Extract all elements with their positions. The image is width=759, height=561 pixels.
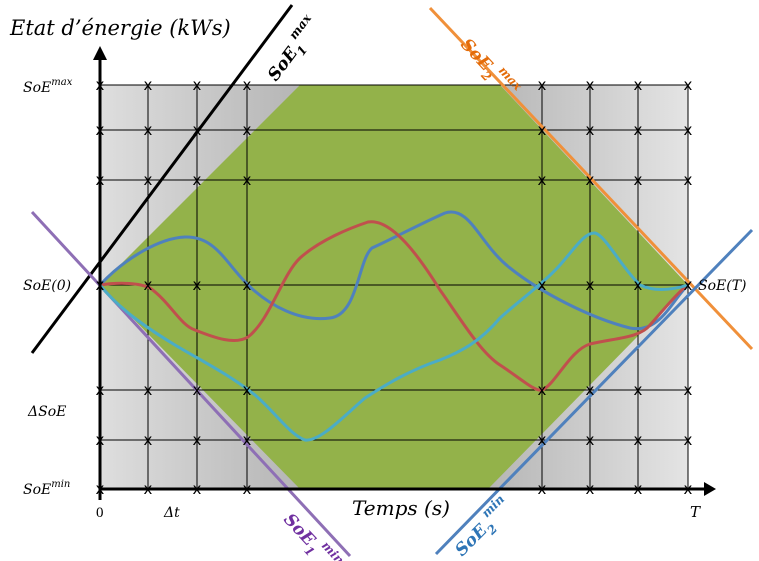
grid-cross-marker: x bbox=[243, 171, 252, 189]
grid-cross-marker: x bbox=[144, 121, 153, 139]
grid-cross-marker: x bbox=[634, 121, 643, 139]
grid-cross-marker: x bbox=[193, 276, 202, 294]
grid-cross-marker: x bbox=[193, 381, 202, 399]
grid-cross-marker: x bbox=[243, 121, 252, 139]
grid-cross-marker: x bbox=[538, 480, 547, 498]
soe1-max-line bbox=[30, 4, 294, 354]
grid-cross-marker: x bbox=[538, 431, 547, 449]
grid-cross-marker: x bbox=[538, 381, 547, 399]
grid-cross-marker: x bbox=[586, 171, 595, 189]
soe-initial-label: SoE(0) bbox=[23, 278, 71, 294]
grid-cross-marker: x bbox=[684, 480, 693, 498]
t-end-label: T bbox=[690, 503, 701, 521]
soe2-min-line bbox=[434, 228, 754, 556]
grid-cross-marker: x bbox=[586, 480, 595, 498]
grid-markers: x x x x x x x x x x x x x x x x x x x x x x x x x x x x x x x x x x x x x x x x… bbox=[96, 76, 693, 498]
grid-cross-marker: x bbox=[193, 121, 202, 139]
grid-cross-marker: x bbox=[243, 480, 252, 498]
svg-text:SoE2min: SoE2min bbox=[447, 492, 518, 561]
grid-cross-marker: x bbox=[634, 276, 643, 294]
grid-cross-marker: x bbox=[96, 276, 105, 294]
trajectory-red bbox=[99, 220, 689, 392]
grid-cross-marker: x bbox=[634, 76, 643, 94]
grid-cross-marker: x bbox=[144, 381, 153, 399]
soe2-min-label: SoE2min bbox=[447, 492, 518, 561]
soe-max-label: SoEmax bbox=[23, 77, 73, 96]
grid-cross-marker: x bbox=[193, 171, 202, 189]
grid-cross-marker: x bbox=[684, 431, 693, 449]
grid-cross-marker: x bbox=[684, 76, 693, 94]
grid-cross-marker: x bbox=[96, 431, 105, 449]
grid-cross-marker: x bbox=[243, 381, 252, 399]
grid-cross-marker: x bbox=[634, 431, 643, 449]
grid-cross-marker: x bbox=[193, 431, 202, 449]
grid-cross-marker: x bbox=[144, 480, 153, 498]
soe-final-label: SoE(T) bbox=[698, 278, 747, 294]
grid-cross-marker: x bbox=[586, 121, 595, 139]
grid-cross-marker: x bbox=[243, 431, 252, 449]
delta-t-label: Δt bbox=[163, 505, 180, 521]
grid-cross-marker: x bbox=[586, 431, 595, 449]
grid-cross-marker: x bbox=[243, 76, 252, 94]
grid-cross-marker: x bbox=[586, 381, 595, 399]
grid-cross-marker: x bbox=[144, 431, 153, 449]
soe-min-label: SoEmin bbox=[23, 479, 70, 498]
grid-cross-marker: x bbox=[538, 76, 547, 94]
grid-cross-marker: x bbox=[634, 480, 643, 498]
soe1-min-line bbox=[30, 210, 352, 558]
grid-cross-marker: x bbox=[634, 171, 643, 189]
grid-cross-marker: x bbox=[586, 76, 595, 94]
x-origin-label: 0 bbox=[96, 505, 104, 521]
grid-cross-marker: x bbox=[634, 381, 643, 399]
grid-cross-marker: x bbox=[684, 171, 693, 189]
grid-cross-marker: x bbox=[96, 76, 105, 94]
grid-cross-marker: x bbox=[144, 276, 153, 294]
soe2-max-line bbox=[428, 6, 754, 351]
grid-cross-marker: x bbox=[243, 276, 252, 294]
grid-cross-marker: x bbox=[144, 76, 153, 94]
x-axis-title: Temps (s) bbox=[352, 496, 450, 520]
grid-cross-marker: x bbox=[96, 480, 105, 498]
grid-cross-marker: x bbox=[96, 121, 105, 139]
grid-cross-marker: x bbox=[684, 381, 693, 399]
grid-cross-marker: x bbox=[538, 121, 547, 139]
grid-cross-marker: x bbox=[684, 276, 693, 294]
y-axis-title: Etat d’énergie (kWs) bbox=[9, 16, 231, 40]
grid-cross-marker: x bbox=[538, 171, 547, 189]
grid-cross-marker: x bbox=[684, 121, 693, 139]
grid-cross-marker: x bbox=[96, 381, 105, 399]
y-axis-arrowhead bbox=[93, 46, 107, 60]
grid-cross-marker: x bbox=[193, 480, 202, 498]
trajectory-teal bbox=[98, 231, 689, 442]
grid-cross-marker: x bbox=[538, 276, 547, 294]
grid-cross-marker: x bbox=[193, 76, 202, 94]
soe1-max-label: SoE1max bbox=[259, 11, 327, 88]
trajectory-blue bbox=[98, 210, 690, 331]
delta-soe-label: ΔSoE bbox=[27, 404, 66, 420]
grid-cross-marker: x bbox=[96, 171, 105, 189]
svg-text:SoE1max: SoE1max bbox=[259, 11, 327, 88]
grid-cross-marker: x bbox=[586, 276, 595, 294]
grid-cross-marker: x bbox=[144, 171, 153, 189]
x-axis-arrowhead bbox=[704, 482, 716, 496]
